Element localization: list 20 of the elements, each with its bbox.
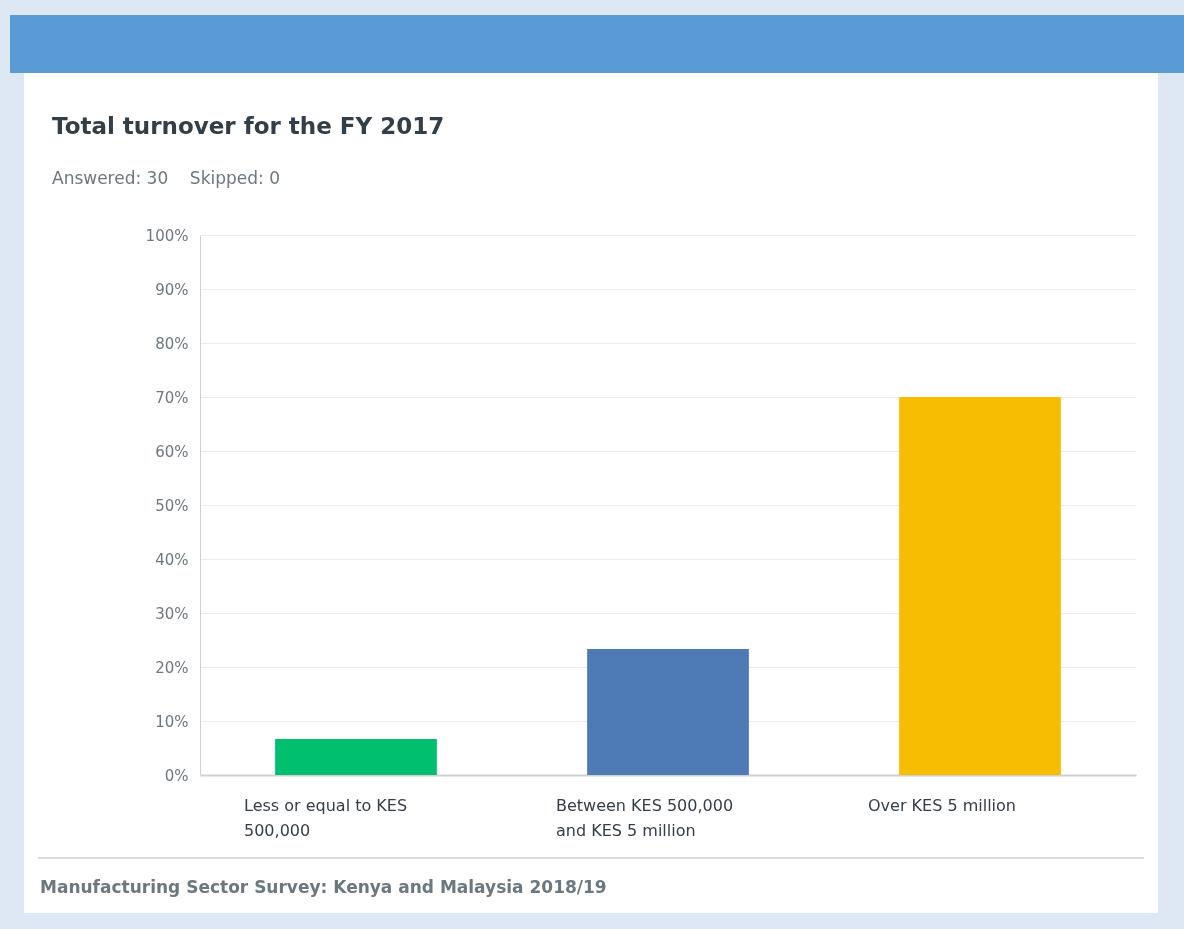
- y-tick-label: 90%: [155, 280, 189, 299]
- y-tick-label: 30%: [155, 604, 189, 623]
- bar: [899, 397, 1061, 775]
- y-tick-label: 80%: [155, 334, 189, 353]
- chart-subtitle: Answered: 30 Skipped: 0: [52, 168, 281, 188]
- chart-title: Total turnover for the FY 2017: [52, 113, 445, 139]
- y-tick-label: 40%: [155, 550, 189, 569]
- y-tick-label: 0%: [164, 766, 189, 785]
- y-tick-label: 20%: [155, 658, 189, 677]
- y-tick-label: 10%: [155, 712, 189, 731]
- y-tick-label: 100%: [145, 226, 189, 245]
- text: Manufacturing Sector Survey: Kenya and Malaysia 2018/19: [40, 877, 607, 897]
- y-tick-label: 70%: [155, 388, 189, 407]
- bar: [587, 649, 749, 775]
- x-tick-label: Between KES 500,000 and KES 5 million: [556, 795, 734, 840]
- y-tick-label: 50%: [155, 496, 189, 515]
- x-tick-label: Over KES 5 million: [868, 795, 1016, 815]
- x-tick-label: Less or equal to KES 500,000: [244, 795, 408, 840]
- bar: [275, 738, 437, 775]
- y-tick-label: 60%: [155, 442, 189, 461]
